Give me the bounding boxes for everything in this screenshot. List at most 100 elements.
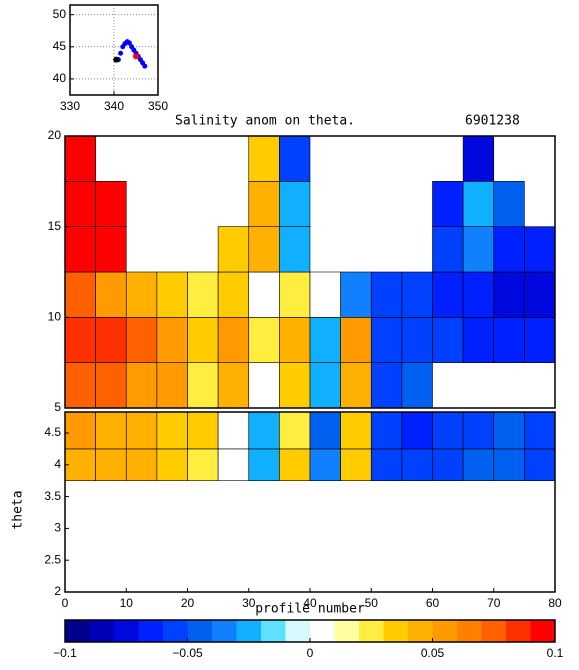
contour-cell [493,271,525,318]
contour-cell [95,226,127,273]
track-point [142,63,148,69]
contour-cell [64,271,96,318]
contour-cell [279,135,311,182]
contour-cell [432,411,464,450]
contour-cell [187,317,219,363]
contour-cell [432,181,464,227]
contour-cell [524,271,556,318]
contour-cell [125,362,158,409]
contour-cell [217,226,250,273]
colorbar-swatch [236,620,262,642]
axes-frame [64,135,556,409]
x-tick-label: 330 [60,99,80,113]
colorbar-swatch [261,620,286,642]
contour-cell [309,411,341,450]
contour-cell [524,411,556,450]
contour-cell [340,271,372,318]
contour-cell [432,317,464,363]
colorbar-swatch [89,620,115,642]
contour-cell [248,448,280,481]
contour-cell [462,448,495,481]
contour-cell [493,448,525,481]
contour-cell [64,181,96,227]
x-tick-label: 0.05 [421,646,445,660]
contour-cell [340,362,372,409]
contour-cell [156,448,188,481]
colorbar-swatch [212,620,237,642]
y-tick-label: 3.5 [44,489,61,503]
contour-cell [370,317,403,363]
colorbar-swatch [408,620,433,642]
contour-cell [64,317,96,363]
contour-cell [95,317,127,363]
contour-cell [248,226,280,273]
x-tick-label: 0 [62,596,69,610]
contour-cell [156,362,188,409]
contour-cell [248,181,280,227]
contour-cell [401,362,433,409]
contour-cell [156,317,188,363]
colorbar-swatch [334,620,360,642]
contour-cell [248,411,280,450]
y-tick-label: 50 [53,7,67,21]
contour-cell [401,271,433,318]
contour-cell [432,271,464,318]
contour-cell [156,411,188,450]
y-axis-label: theta [11,490,26,529]
contour-cell [401,448,433,481]
track-point [126,40,132,46]
contour-cell [309,317,341,363]
chart-title: Salinity anom on theta. [175,114,355,129]
contour-cell [95,181,127,227]
contour-cell [156,271,188,318]
contour-cell [370,448,403,481]
colorbar-swatch [530,620,556,642]
x-tick-label: 20 [181,596,195,610]
contour-cell [187,271,219,318]
contour-cell [248,271,280,318]
x-tick-label: 10 [120,596,134,610]
contour-cell [125,411,158,450]
contour-cell [95,411,127,450]
contour-cell [524,226,556,273]
contour-cell [279,411,311,450]
track-point [118,50,124,56]
contour-cell [217,448,250,481]
contour-cell [217,362,250,409]
float-id: 6901238 [465,114,520,129]
y-tick-label: 20 [48,128,62,142]
x-tick-label: 30 [242,596,256,610]
contour-cell [370,271,403,318]
x-tick-label: 60 [426,596,440,610]
contour-cell [187,448,219,481]
colorbar-swatch [481,620,507,642]
colorbar-swatch [506,620,531,642]
x-tick-label: 340 [104,99,124,113]
contour-cell [95,362,127,409]
contour-cell [401,317,433,363]
colorbar-swatch [187,620,213,642]
contour-cell [187,411,219,450]
x-tick-label: 350 [148,99,168,113]
y-tick-label: 4 [54,457,61,471]
contour-cell [309,448,341,481]
contour-cell [432,226,464,273]
y-tick-label: 5 [54,400,61,414]
contour-cell [309,362,341,409]
contour-cell [493,411,525,450]
contour-cell [248,362,280,409]
x-tick-label: 70 [487,596,501,610]
contour-cell [187,362,219,409]
x-tick-label: −0.05 [172,646,203,660]
contour-cell [64,411,96,450]
contour-cell [462,271,495,318]
contour-cell [462,181,495,227]
contour-cell [217,271,250,318]
contour-cell [64,135,96,182]
contour-cell [432,448,464,481]
contour-cell [279,181,311,227]
contour-cell [279,362,311,409]
contour-cell [248,317,280,363]
contour-cell [279,317,311,363]
y-tick-label: 2 [54,584,61,598]
